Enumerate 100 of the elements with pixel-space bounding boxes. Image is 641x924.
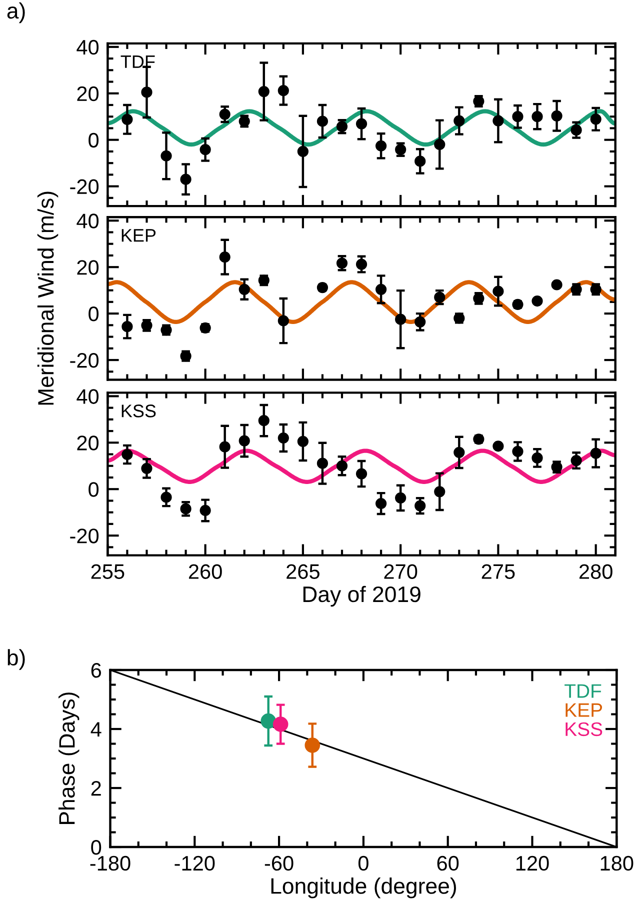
y-tick-label: -20 [70,528,99,544]
x-tick-label: 120 [516,856,549,871]
point [492,115,504,126]
point [356,258,368,270]
y-tick-label: -20 [70,179,99,194]
point [278,85,289,96]
point [532,111,543,122]
y-tick-label: 0 [88,482,99,497]
point [160,150,172,162]
point [258,86,270,98]
y-tick-label: 40 [76,40,99,55]
text: KEP [566,703,602,717]
point [532,295,543,307]
point [200,504,211,516]
y-tick-label: 40 [76,214,99,228]
y-axis-title: Meridional Wind (m/s) [37,192,58,405]
point [434,292,446,303]
point [492,440,504,452]
point [316,116,328,127]
point [160,492,172,503]
point [141,86,152,98]
x-tick-label: -120 [174,856,215,871]
point [258,415,270,426]
text: b) [8,649,25,670]
point [316,458,328,469]
text: TDF [120,55,155,68]
x-tick-label: 260 [188,564,222,579]
point [454,446,465,458]
point [356,468,368,480]
x-tick-label: 255 [91,564,124,579]
text: KSS [122,404,156,418]
point [375,284,387,295]
point [316,282,328,294]
point [590,114,602,125]
point [336,258,348,269]
point [375,140,387,152]
y-tick-label: 40 [76,389,99,404]
point [434,138,446,150]
point [375,498,387,510]
point [395,314,406,325]
point [551,110,562,122]
x-tick-label: 265 [286,564,320,579]
point [570,124,582,136]
text: KEP [122,229,156,242]
point [304,738,320,753]
point [122,114,133,125]
y-tick-label: 2 [91,781,101,796]
y-tick-label: 20 [77,436,99,450]
point [297,146,308,158]
point [260,713,276,729]
point [434,486,446,498]
text: KSS [566,722,602,736]
point [278,315,289,326]
point [238,435,250,446]
y-tick-label: 20 [77,86,99,102]
point [219,108,230,120]
point [512,298,524,310]
y-tick-label: 20 [77,260,99,275]
point [122,448,133,460]
y-tick-label: 4 [90,722,102,737]
point [180,503,192,514]
text: TDF [564,684,602,698]
point [297,436,308,448]
point [395,492,406,504]
point [414,316,426,328]
y-tick-label: 0 [88,306,99,322]
point [336,460,348,472]
point [512,111,524,122]
x-axis-title: Longitude (degree) [271,878,456,898]
point [219,252,230,263]
point [570,454,582,466]
point [336,121,348,132]
y-tick-label: 0 [88,132,99,148]
x-tick-label: 60 [437,856,459,871]
x-tick-label: 0 [358,856,368,871]
point [272,716,288,732]
point [492,286,504,297]
y-axis-title: Phase (Days) [58,692,80,824]
point [278,432,289,444]
x-tick-label: 280 [580,564,612,579]
point [356,118,368,130]
y-tick-label: 6 [91,662,102,678]
text: a) [7,2,25,24]
x-tick-label: 270 [384,564,418,579]
x-tick-label: 275 [482,564,515,579]
point [219,441,230,452]
x-tick-label: 180 [600,856,634,871]
point [551,279,562,290]
point [590,448,602,459]
point [200,144,211,156]
x-tick-label: -60 [264,856,294,871]
point [454,115,465,126]
point [180,174,192,185]
point [414,500,426,512]
point [141,462,152,474]
point [414,156,426,167]
x-tick-label: -180 [90,856,130,871]
point [512,446,524,458]
point [122,321,133,332]
point [532,452,543,464]
